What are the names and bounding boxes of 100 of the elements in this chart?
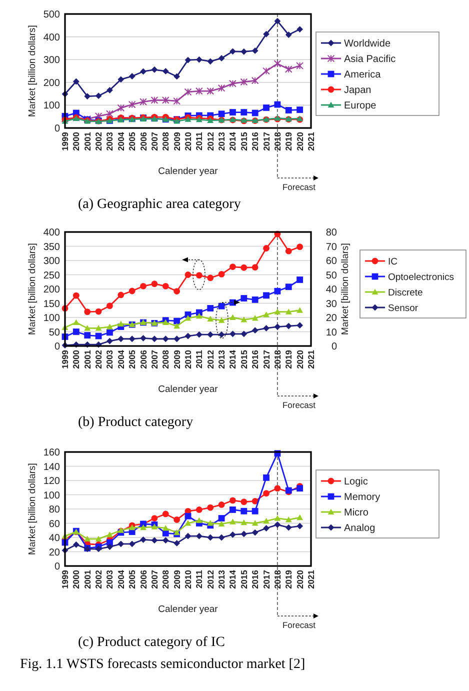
y-tick-label: 80 [48, 504, 60, 516]
y-tick-label: 0 [54, 124, 60, 134]
x-tick-label: 2017 [261, 132, 272, 151]
x-tick-label: 2014 [228, 350, 238, 369]
x-tick-label: 2007 [149, 132, 160, 151]
x-tick-label: 2000 [71, 350, 82, 369]
ref-line-label: Forecast [282, 182, 316, 192]
x-tick-label: 2009 [172, 132, 182, 151]
x-tick-label: 1999 [60, 350, 70, 369]
x-tick-label: 2013 [216, 570, 227, 589]
x-tick-label: 2016 [250, 132, 260, 151]
x-tick-label: 2015 [238, 350, 249, 369]
ref-line-label: Forecast [282, 620, 316, 630]
x-tick-label: 2004 [116, 132, 126, 151]
legend-label: Sensor [388, 302, 418, 314]
x-tick-label: 2015 [238, 132, 249, 151]
legend-label: Discrete [388, 287, 423, 298]
x-tick-label: 2018 [272, 350, 282, 369]
x-tick-label: 2020 [294, 570, 305, 589]
x-tick-label: 2009 [172, 570, 182, 589]
y-tick-label: 160 [43, 448, 60, 458]
x-tick-label: 2000 [71, 570, 82, 589]
x-tick-label: 2017 [261, 570, 272, 589]
legend-label: Memory [344, 492, 380, 503]
legend-label: Europe [344, 100, 377, 112]
y2-tick-label: 0 [331, 342, 338, 352]
x-tick-label: 2007 [149, 570, 160, 589]
x-tick-label: 2010 [182, 570, 193, 589]
y2-tick-label: 50 [326, 270, 338, 282]
x-tick-label: 2021 [306, 350, 316, 369]
y2-tick-label: 30 [326, 298, 338, 310]
x-axis-title: Calender year [158, 604, 218, 615]
x-tick-label: 2000 [71, 132, 82, 151]
x-tick-label: 2003 [104, 132, 115, 151]
legend-label: Micro [344, 508, 369, 518]
x-tick-label: 1999 [60, 570, 70, 589]
x-tick-label: 2019 [284, 132, 294, 151]
x-tick-label: 2001 [82, 132, 92, 151]
y2-tick-label: 20 [326, 313, 338, 324]
ref-line-label: Forecast [282, 400, 316, 410]
x-tick-label: 2008 [160, 570, 171, 589]
x-tick-label: 2014 [228, 570, 238, 589]
x-tick-label: 2001 [82, 570, 92, 589]
x-tick-label: 2006 [138, 350, 148, 369]
x-tick-label: 2012 [205, 350, 216, 369]
x-tick-label: 2008 [160, 350, 171, 369]
y-tick-label: 0 [54, 342, 60, 352]
y-tick-label: 200 [43, 284, 60, 296]
x-tick-label: 2004 [116, 570, 126, 589]
y-tick-label: 0 [54, 562, 60, 572]
x-tick-label: 2005 [127, 350, 138, 369]
x-tick-label: 2018 [272, 570, 282, 589]
x-tick-label: 2018 [272, 132, 282, 151]
x-tick-label: 2012 [205, 132, 216, 151]
legend-label: Worldwide [344, 38, 391, 50]
x-tick-label: 2005 [127, 570, 138, 589]
x-tick-label: 2017 [261, 350, 272, 369]
y-tick-label: 500 [43, 10, 60, 20]
x-tick-label: 2003 [104, 570, 115, 589]
y-tick-label: 300 [43, 256, 60, 267]
x-tick-label: 2016 [250, 350, 260, 369]
x-axis-title: Calender year [158, 384, 218, 395]
x-tick-label: 2020 [294, 350, 305, 369]
legend-label: Optoelectronics [388, 272, 454, 283]
x-tick-label: 2012 [205, 570, 216, 589]
x-tick-label: 2006 [138, 570, 148, 589]
y-tick-label: 250 [43, 270, 60, 282]
x-tick-label: 2004 [116, 350, 126, 369]
x-tick-label: 2014 [228, 132, 238, 151]
y-axis-title: Market [billion dollars] [27, 463, 38, 555]
y-tick-label: 200 [43, 78, 60, 89]
x-tick-label: 2002 [94, 570, 104, 589]
x-tick-label: 2003 [104, 350, 115, 369]
x-tick-label: 2011 [194, 132, 204, 150]
x-tick-label: 2010 [182, 132, 193, 151]
x-tick-label: 1999 [60, 132, 70, 151]
y-axis-title: Market [billion dollars] [27, 25, 38, 117]
x-tick-label: 2005 [127, 132, 138, 151]
x-tick-label: 2011 [194, 570, 204, 588]
y-tick-label: 50 [48, 327, 60, 338]
y-axis-title: Market [billion dollars] [27, 243, 38, 335]
legend-label: Asia Pacific [344, 54, 396, 65]
x-tick-label: 2008 [160, 132, 171, 151]
x-tick-label: 2001 [82, 350, 92, 369]
y-tick-label: 300 [43, 55, 60, 66]
x-tick-label: 2021 [306, 570, 316, 589]
y-tick-label: 100 [43, 313, 60, 324]
y2-tick-label: 70 [326, 242, 338, 253]
text: (a) Geographic area category [78, 197, 241, 212]
y2-tick-label: 60 [326, 256, 338, 267]
text: (b) Product category [78, 415, 194, 430]
x-tick-label: 2020 [294, 132, 305, 151]
x-axis-title: Calender year [158, 166, 218, 177]
y-tick-label: 350 [43, 242, 60, 253]
y-tick-label: 100 [43, 100, 60, 112]
x-tick-label: 2015 [238, 570, 249, 589]
y-tick-label: 40 [48, 533, 60, 544]
y2-tick-label: 40 [326, 284, 338, 296]
x-tick-label: 2009 [172, 350, 182, 369]
legend-label: Japan [344, 85, 372, 96]
